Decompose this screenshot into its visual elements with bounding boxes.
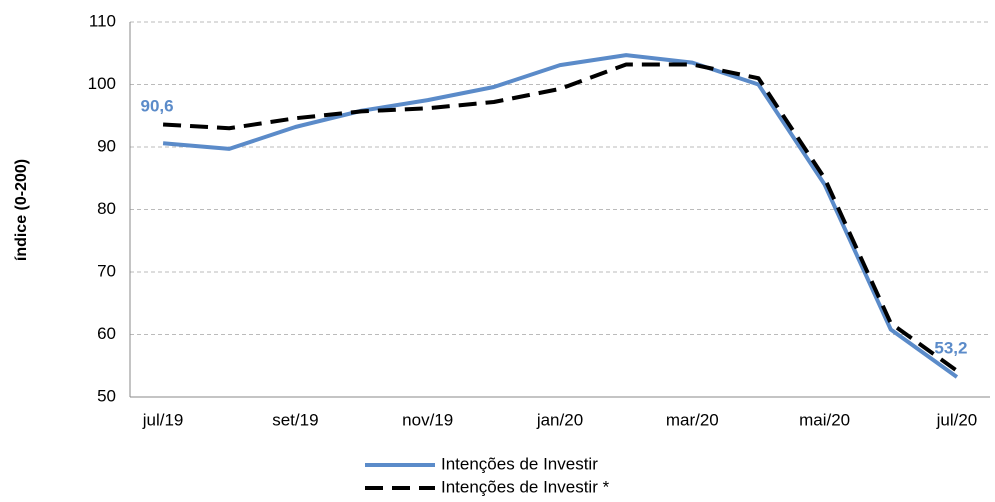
- x-tick-label: nov/19: [402, 410, 453, 429]
- y-tick-label: 60: [97, 324, 116, 343]
- legend-label: Intenções de Investir *: [441, 477, 610, 496]
- x-tick-label: set/19: [272, 410, 318, 429]
- x-tick-label: jan/20: [536, 410, 583, 429]
- y-axis-title: índice (0-200): [13, 159, 30, 261]
- legend-label: Intenções de Investir: [441, 454, 598, 473]
- data-label: 90,6: [141, 97, 174, 116]
- y-tick-label: 50: [97, 386, 116, 405]
- x-tick-label: jul/19: [142, 410, 184, 429]
- y-tick-label: 110: [89, 11, 116, 30]
- data-label: 53,2: [934, 338, 967, 357]
- y-tick-label: 90: [97, 136, 116, 155]
- series-line: [162, 53, 959, 379]
- x-tick-label: jul/20: [936, 410, 978, 429]
- y-tick-label: 100: [88, 74, 116, 93]
- y-tick-label: 80: [97, 199, 116, 218]
- y-tick-label: 70: [97, 261, 116, 280]
- x-tick-label: mar/20: [666, 410, 719, 429]
- x-tick-label: mai/20: [799, 410, 850, 429]
